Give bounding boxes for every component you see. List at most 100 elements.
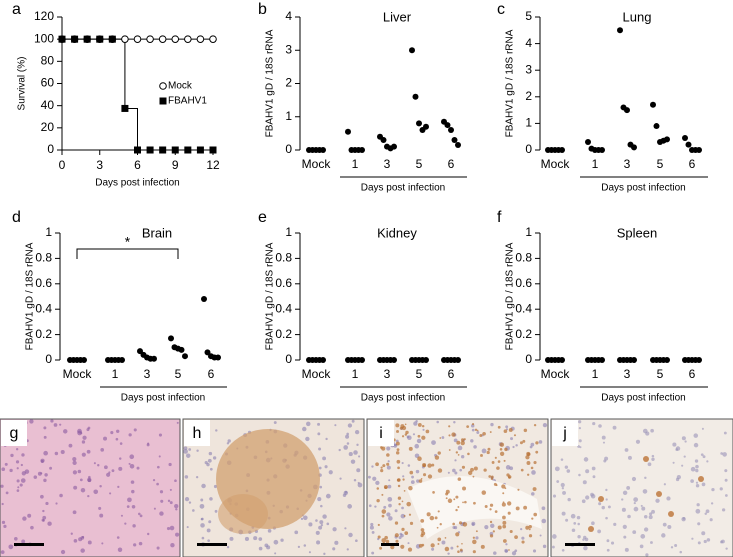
stain-spot xyxy=(462,501,464,504)
stain-spot xyxy=(484,505,488,509)
cell-nucleus xyxy=(273,539,279,545)
significance-label: * xyxy=(125,234,131,250)
cell-nucleus xyxy=(200,523,205,528)
stain-spot xyxy=(499,442,505,447)
cell-nucleus xyxy=(521,536,525,540)
stain-spot xyxy=(397,478,401,482)
stain-spot xyxy=(480,454,483,457)
cell-nucleus xyxy=(117,485,120,488)
stain-spot xyxy=(455,495,459,499)
stain-spot xyxy=(476,429,479,432)
cell-nucleus xyxy=(97,464,100,467)
cell-nucleus xyxy=(346,432,349,436)
stain-spot xyxy=(491,461,495,464)
stain-spot xyxy=(489,534,494,538)
cell-nucleus xyxy=(416,438,422,444)
cell-nucleus xyxy=(174,503,179,509)
cell-nucleus xyxy=(512,445,515,449)
cell-nucleus xyxy=(86,449,91,454)
cell-nucleus xyxy=(86,428,90,432)
point xyxy=(320,147,326,153)
point xyxy=(624,107,630,114)
cell-nucleus xyxy=(323,552,326,555)
cell-nucleus xyxy=(457,445,463,451)
cell-nucleus xyxy=(565,518,569,522)
cell-nucleus xyxy=(374,505,377,508)
point xyxy=(696,357,702,363)
stain-spot xyxy=(407,547,413,552)
stain-spot xyxy=(445,489,450,494)
x-tick-label: Mock xyxy=(302,157,332,171)
cell-nucleus xyxy=(663,483,666,486)
y-tick-label: 0.8 xyxy=(275,251,292,265)
stain-spot xyxy=(397,466,400,470)
cell-nucleus xyxy=(183,449,188,454)
cell-nucleus xyxy=(129,463,135,469)
cell-nucleus xyxy=(253,536,258,541)
stain-spot xyxy=(532,487,537,492)
label-box xyxy=(184,420,210,446)
stain-spot xyxy=(448,425,451,428)
stain-spot xyxy=(459,548,463,552)
stain-spot xyxy=(531,517,534,520)
cell-nucleus xyxy=(338,448,341,452)
cell-nucleus xyxy=(633,501,636,505)
cell-nucleus xyxy=(226,442,230,445)
cell-nucleus xyxy=(709,518,713,522)
stain-spot xyxy=(504,447,508,452)
cell-nucleus xyxy=(99,513,104,518)
cell-nucleus xyxy=(613,522,617,526)
stain-spot xyxy=(490,475,494,479)
stain-spot xyxy=(417,422,422,427)
cell-nucleus xyxy=(318,525,323,530)
stain-spot xyxy=(404,531,409,535)
y-tick-label: 2 xyxy=(285,76,292,90)
cell-nucleus xyxy=(607,505,611,509)
cell-nucleus xyxy=(10,453,14,458)
stain-spot xyxy=(380,466,383,469)
x-axis-label: Days post infection xyxy=(361,183,446,194)
cell-nucleus xyxy=(605,488,608,492)
stain-spot xyxy=(467,452,470,456)
marker xyxy=(121,35,129,43)
point xyxy=(455,357,461,363)
stain-spot xyxy=(420,477,423,480)
cell-nucleus xyxy=(320,523,324,527)
cell-nucleus xyxy=(158,433,163,437)
cell-nucleus xyxy=(55,502,58,505)
cell-nucleus xyxy=(402,475,405,478)
cell-nucleus xyxy=(152,479,156,482)
cell-nucleus xyxy=(416,479,420,483)
point xyxy=(423,357,429,363)
cell-nucleus xyxy=(99,485,102,488)
panel-letter: j xyxy=(562,425,567,442)
cell-nucleus xyxy=(505,425,509,429)
cell-nucleus xyxy=(347,504,353,509)
point xyxy=(391,357,397,363)
cell-nucleus xyxy=(452,526,456,530)
stain-spot xyxy=(502,515,506,520)
marker xyxy=(96,35,104,43)
point xyxy=(345,128,351,135)
point xyxy=(585,139,591,146)
cell-nucleus xyxy=(561,548,565,552)
cell-nucleus xyxy=(60,549,66,555)
panel-letter: h xyxy=(193,425,202,442)
cell-nucleus xyxy=(681,436,686,441)
marker xyxy=(209,146,217,154)
x-tick-label: 6 xyxy=(448,367,455,381)
panel-letter: g xyxy=(10,425,19,442)
cell-nucleus xyxy=(87,478,92,483)
cell-nucleus xyxy=(645,553,649,557)
cell-nucleus xyxy=(346,442,350,445)
stain-spot xyxy=(403,514,406,517)
cell-nucleus xyxy=(118,466,123,471)
cell-nucleus xyxy=(186,453,191,458)
stain-spot xyxy=(386,462,390,466)
stain-spot xyxy=(487,447,491,451)
cell-nucleus xyxy=(388,516,393,521)
y-axis-label: FBAHV1 gD / 18S rRNA xyxy=(505,242,516,350)
cell-nucleus xyxy=(356,468,361,473)
cell-nucleus xyxy=(578,426,581,430)
stain-spot xyxy=(528,525,532,529)
